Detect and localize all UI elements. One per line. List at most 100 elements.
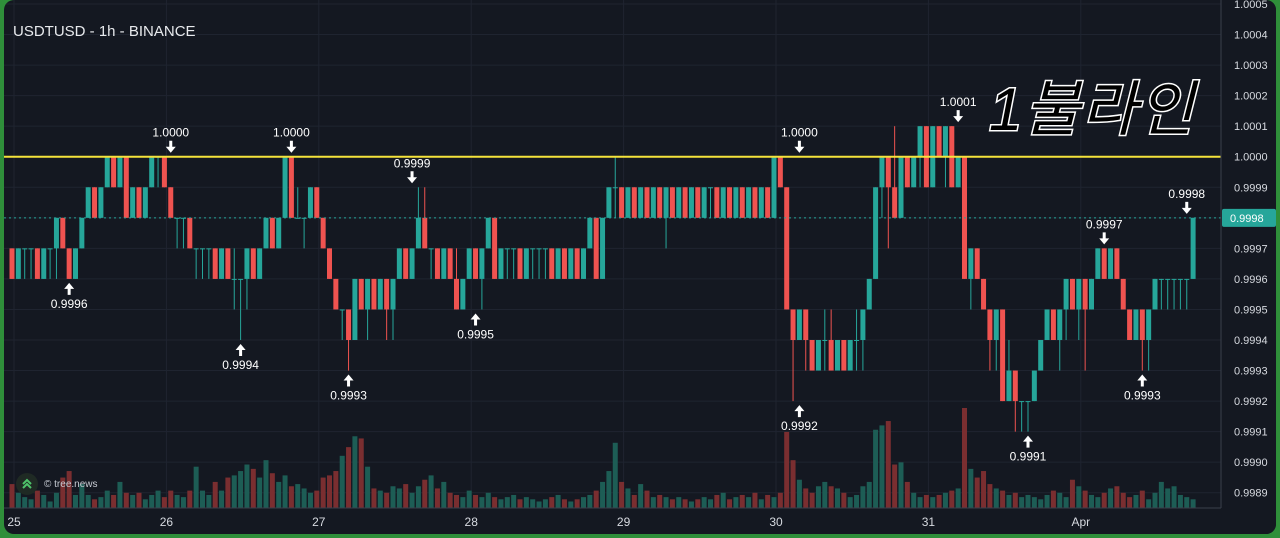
candle-body [993,309,999,340]
low-label: 0.9993 [1124,389,1161,403]
candle-body [1089,278,1094,310]
volume-bar [187,490,193,508]
volume-bar [930,497,936,508]
volume-bar [73,494,78,508]
volume-bar [536,501,542,508]
candle-body [600,217,606,279]
volume-bar [777,492,783,508]
y-axis[interactable] [1221,0,1276,534]
candle-body [860,309,866,340]
candle-body [66,248,72,279]
candle-body [295,217,301,219]
candle-body [892,187,898,218]
volume-bar [822,481,828,508]
arrow-down-icon [165,140,176,153]
volume-bar [555,494,561,508]
candle-body [1190,217,1196,279]
volume-bar [98,497,104,508]
volume-bar [9,484,15,508]
candle-body [657,187,663,218]
candle-body [936,126,942,157]
arrow-down-icon [794,140,805,153]
tree-news-logo-icon [16,473,38,495]
low-label: 0.9994 [222,358,259,372]
candle-body [771,156,777,218]
candle-body [1184,278,1190,280]
candle-body [1108,248,1114,279]
candle-body [727,187,733,218]
candle-body [968,248,974,279]
volume-bar [295,484,301,508]
candle-body [1139,309,1145,340]
volume-bar [606,471,612,508]
y-tick-label: 1.0000 [1234,152,1268,164]
volume-bar [746,497,752,508]
volume-bar [701,497,707,508]
volume-bar [403,484,409,508]
candle-body [1031,370,1037,402]
volume-bar [1031,497,1037,508]
volume-bar [587,494,593,508]
candle-body [1177,278,1183,280]
volume-bar [365,466,371,508]
volume-bar [962,408,967,508]
candle-body [1152,278,1158,310]
volume-bar [663,497,669,508]
candle-body [1019,401,1025,403]
volume-bar [384,492,390,508]
candle-body [320,217,326,249]
candle-body [168,187,174,218]
volume-bar [1038,499,1044,508]
x-tick-label: 27 [312,515,326,529]
candle-body [409,248,415,279]
volume-bar [835,488,840,508]
candle-body [523,248,529,279]
candle-body [187,217,193,249]
volume-bar [657,494,663,508]
low-label: 0.9995 [457,327,494,341]
candle-body [117,156,123,188]
volume-bar [320,477,326,508]
volume-bar [466,490,472,508]
candle-body [1038,340,1044,371]
volume-bar [688,501,694,508]
candle-body [28,248,34,250]
candle-body [828,340,834,371]
volume-bar [1089,494,1094,508]
candle-body [422,217,428,249]
volume-bar [428,475,434,508]
volume-bar [708,499,713,508]
volume-bar [301,488,307,508]
volume-bar [682,499,688,508]
candle-body [34,248,40,279]
volume-bar [676,497,682,508]
volume-bar [142,499,148,508]
volume-bar [415,486,421,508]
volume-bar [41,494,47,508]
volume-bar [784,431,790,508]
low-label: 0.9993 [330,389,367,403]
candle-body [790,309,796,340]
volume-bar [288,486,294,508]
volume-bar [949,490,955,508]
candle-body [365,278,371,310]
volume-bar [993,488,999,508]
candle-body [530,248,536,250]
price-chart[interactable]: 0.9996 1.0000 0.9994 1.0000 0.9993 0.9999 0.99… [4,0,1276,534]
candle-body [473,248,479,279]
volume-bar [85,494,91,508]
volume-bar [149,494,155,508]
candle-body [587,217,593,249]
candle-body [974,248,980,279]
candle-body [174,217,180,219]
candle-body [1050,309,1056,340]
volume-bar [720,492,726,508]
candle-body [53,217,59,249]
y-tick-label: 1.0002 [1234,91,1268,103]
candle-body [1057,309,1063,340]
volume-bar [333,471,339,508]
volume-bar [1127,497,1133,508]
y-tick-label: 0.9994 [1234,335,1268,347]
x-tick-label: 28 [465,515,479,529]
arrow-up-icon [64,282,75,295]
